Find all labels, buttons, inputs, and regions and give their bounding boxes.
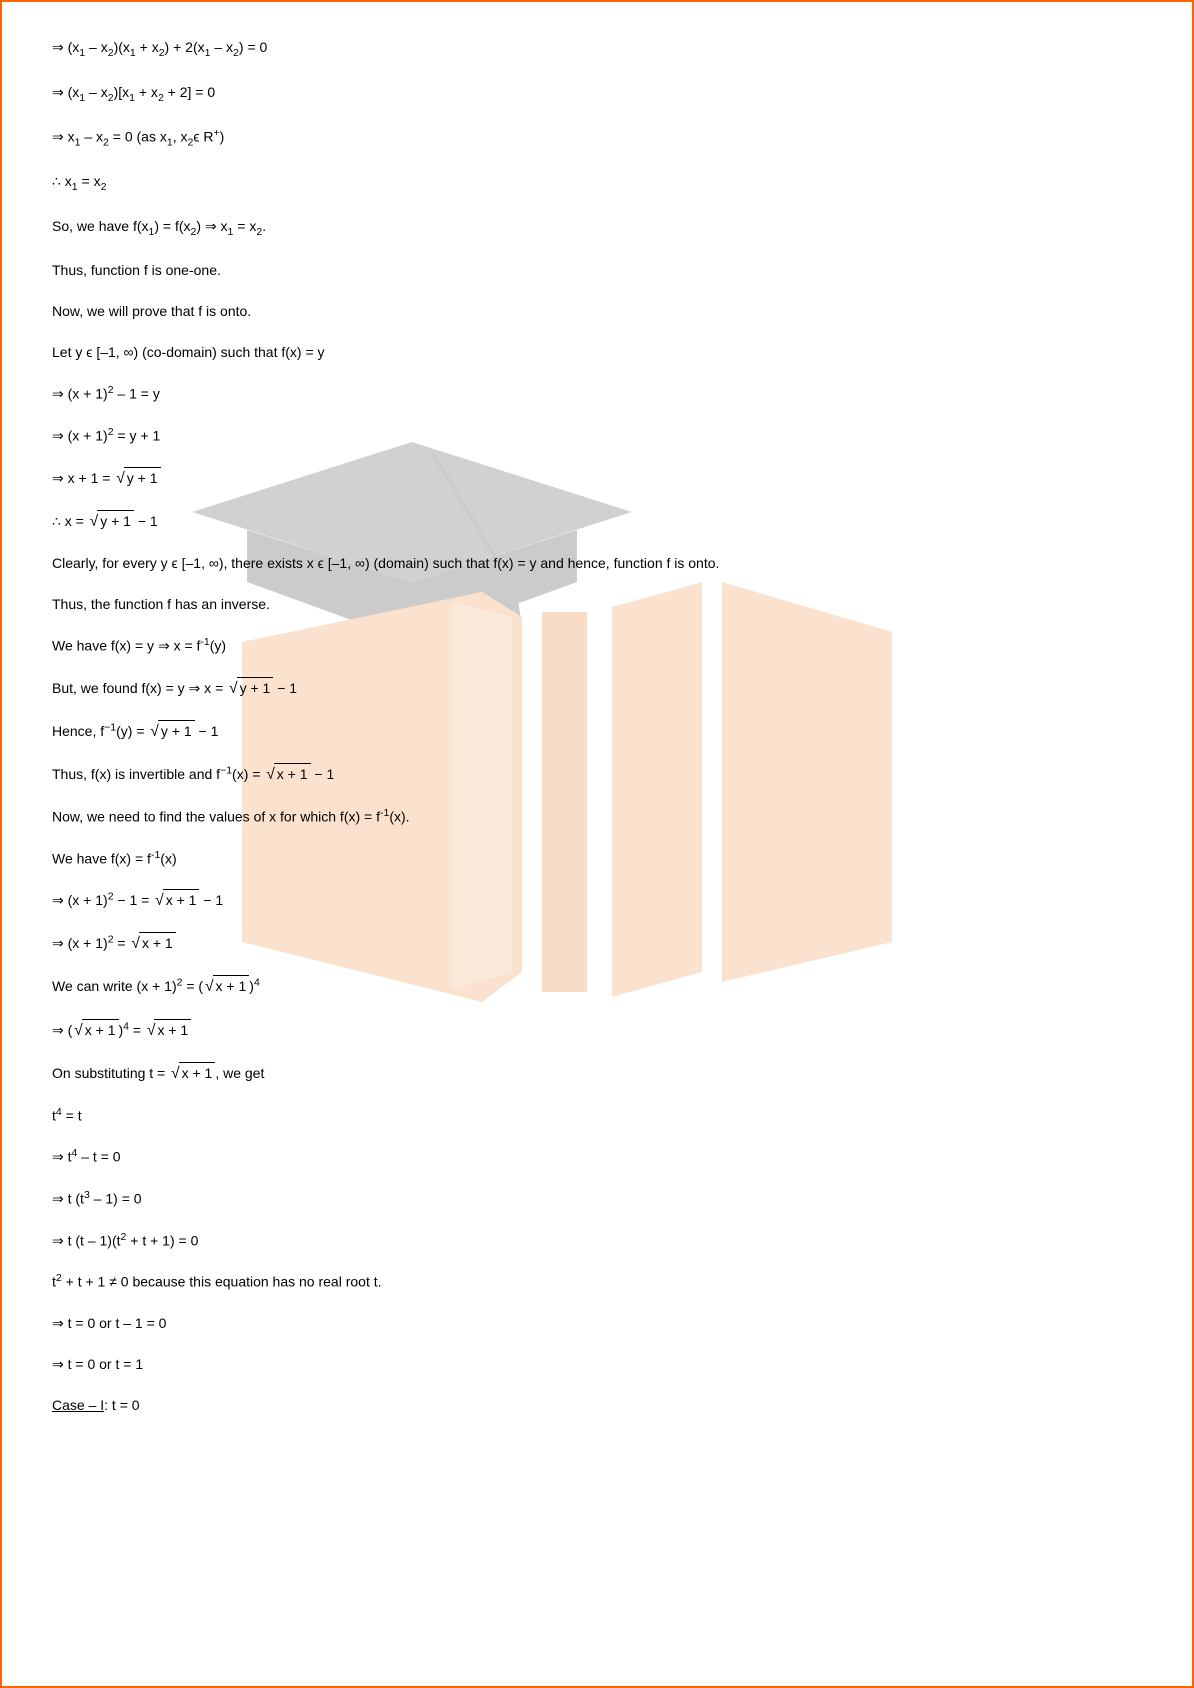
math-line: Hence, f−1(y) = y + 1 − 1 — [52, 720, 1142, 743]
math-line: ⇒ (x + 1)4 = x + 1 — [52, 1019, 1142, 1042]
math-line: ⇒ (x1 – x2)[x1 + x2 + 2] = 0 — [52, 82, 1142, 107]
math-line: Clearly, for every y ϵ [–1, ∞), there ex… — [52, 553, 1142, 574]
math-line: ⇒ t (t – 1)(t2 + t + 1) = 0 — [52, 1230, 1142, 1252]
math-line: ⇒ x + 1 = y + 1 — [52, 467, 1142, 490]
math-line: We have f(x) = y ⇒ x = f-1(y) — [52, 635, 1142, 657]
math-line: But, we found f(x) = y ⇒ x = y + 1 − 1 — [52, 677, 1142, 700]
math-line: Case – I: t = 0 — [52, 1395, 1142, 1416]
math-line: ⇒ (x + 1)2 = x + 1 — [52, 932, 1142, 955]
math-line: ⇒ (x + 1)2 – 1 = y — [52, 383, 1142, 405]
math-line: t2 + t + 1 ≠ 0 because this equation has… — [52, 1271, 1142, 1293]
math-line: ∴ x = y + 1 − 1 — [52, 510, 1142, 533]
math-line: Let y ϵ [–1, ∞) (co-domain) such that f(… — [52, 342, 1142, 363]
math-line: Thus, the function f has an inverse. — [52, 594, 1142, 615]
math-line: ⇒ t = 0 or t – 1 = 0 — [52, 1313, 1142, 1334]
math-line: We can write (x + 1)2 = (x + 1)4 — [52, 975, 1142, 998]
math-line: ∴ x1 = x2 — [52, 171, 1142, 196]
math-line: ⇒ x1 – x2 = 0 (as x1, x2ϵ R+) — [52, 126, 1142, 151]
math-line: t4 = t — [52, 1105, 1142, 1127]
page: ⇒ (x1 – x2)(x1 + x2) + 2(x1 – x2) = 0 ⇒ (… — [0, 0, 1194, 1688]
math-line: ⇒ t = 0 or t = 1 — [52, 1354, 1142, 1375]
math-line: Now, we will prove that f is onto. — [52, 301, 1142, 322]
math-line: ⇒ t4 – t = 0 — [52, 1146, 1142, 1168]
math-line: Thus, f(x) is invertible and f−1(x) = x … — [52, 763, 1142, 786]
math-line: ⇒ (x + 1)2 = y + 1 — [52, 425, 1142, 447]
math-line: We have f(x) = f-1(x) — [52, 848, 1142, 870]
math-line: So, we have f(x1) = f(x2) ⇒ x1 = x2. — [52, 216, 1142, 241]
content: ⇒ (x1 – x2)(x1 + x2) + 2(x1 – x2) = 0 ⇒ (… — [52, 37, 1142, 1416]
math-line: ⇒ t (t3 – 1) = 0 — [52, 1188, 1142, 1210]
math-line: Now, we need to find the values of x for… — [52, 806, 1142, 828]
math-line: On substituting t = x + 1, we get — [52, 1062, 1142, 1085]
math-line: ⇒ (x + 1)2 − 1 = x + 1 − 1 — [52, 889, 1142, 912]
math-line: ⇒ (x1 – x2)(x1 + x2) + 2(x1 – x2) = 0 — [52, 37, 1142, 62]
math-line: Thus, function f is one-one. — [52, 260, 1142, 281]
